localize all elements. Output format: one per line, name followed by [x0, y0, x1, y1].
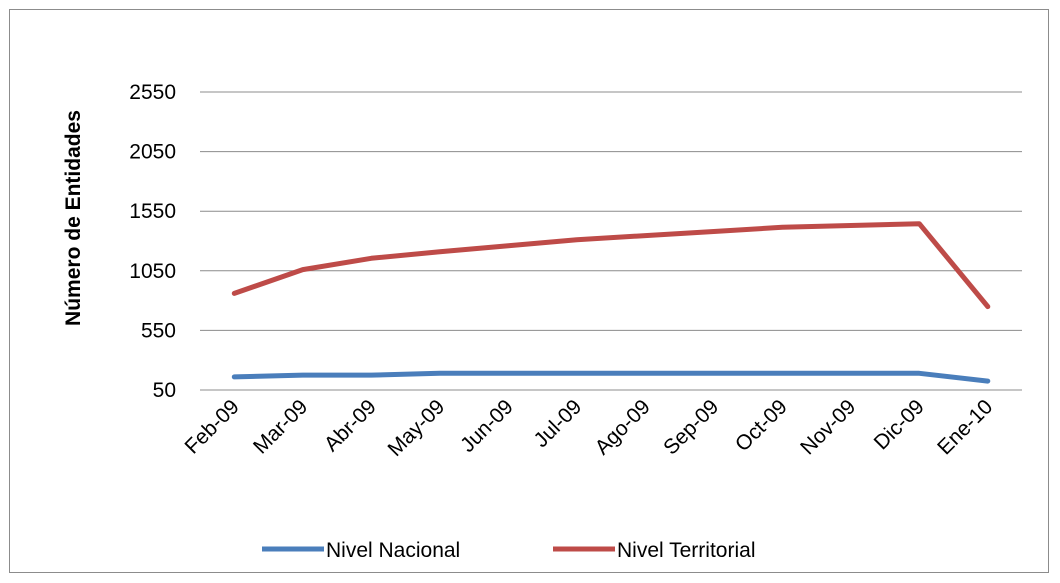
y-tick-label: 2550 — [129, 81, 176, 104]
x-tick-label: Mar-09 — [249, 395, 312, 458]
y-axis-ticks: 50 550 1050 1550 2050 2550 — [129, 81, 176, 402]
x-axis-ticks: Feb-09 Mar-09 Abr-09 May-09 Jun-09 Jul-09 Ago-… — [180, 395, 997, 461]
legend-label: Nivel Territorial — [617, 539, 755, 562]
x-tick-label: Dic-09 — [870, 395, 929, 454]
x-tick-label: Feb-09 — [180, 395, 243, 458]
y-tick-label: 1550 — [129, 200, 176, 223]
y-tick-label: 550 — [141, 319, 176, 342]
series-lines — [231, 221, 991, 384]
x-tick-label: Jul-09 — [530, 395, 587, 452]
y-axis-label: Número de Entidades — [62, 110, 85, 326]
x-tick-label: Ene-10 — [933, 395, 997, 459]
legend: Nivel Nacional Nivel Territorial — [262, 539, 755, 562]
x-tick-label: Nov-09 — [796, 395, 860, 459]
x-tick-label: Sep-09 — [659, 395, 723, 459]
y-tick-label: 1050 — [129, 260, 176, 283]
gridlines — [200, 91, 1022, 391]
x-tick-label: May-09 — [384, 395, 450, 461]
chart-frame — [9, 9, 1049, 573]
y-tick-label: 50 — [153, 379, 176, 402]
x-tick-label: Jun-09 — [456, 395, 518, 457]
x-tick-label: Ago-09 — [591, 395, 655, 459]
series-line-nivel-territorial — [231, 221, 991, 310]
y-tick-label: 2050 — [129, 141, 176, 164]
legend-label: Nivel Nacional — [326, 539, 460, 562]
x-tick-label: Oct-09 — [731, 395, 792, 456]
x-tick-label: Abr-09 — [320, 395, 381, 456]
series-line-nivel-nacional — [231, 370, 991, 384]
